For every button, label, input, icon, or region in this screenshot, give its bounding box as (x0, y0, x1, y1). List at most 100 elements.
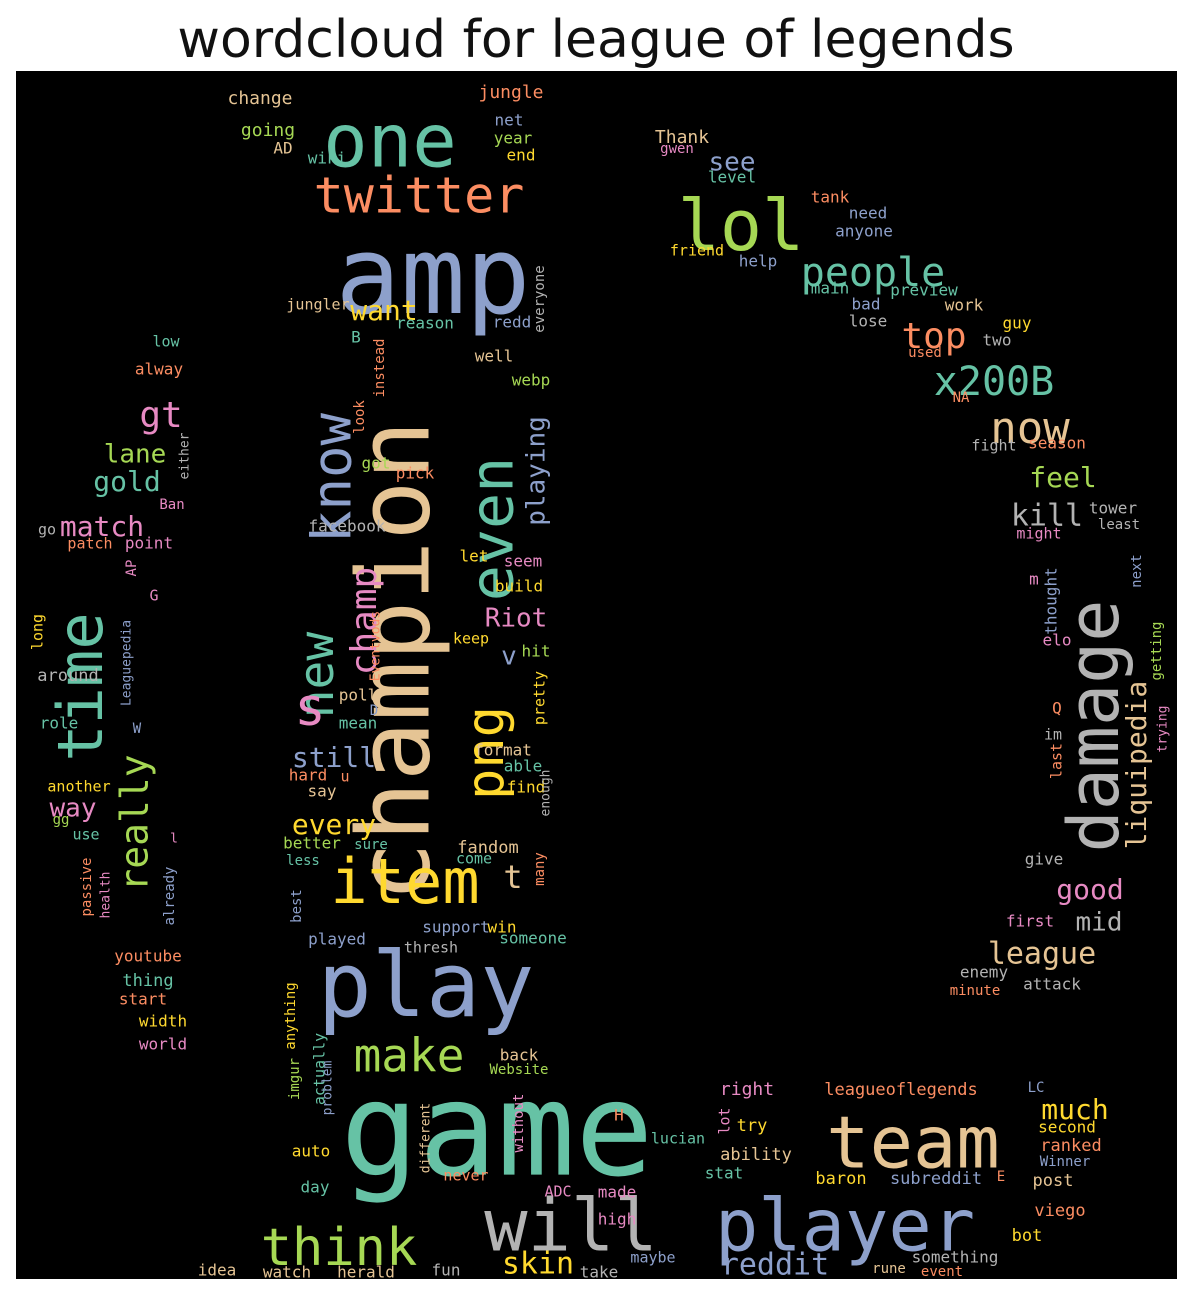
word-jungle: jungle (478, 82, 543, 103)
word-never: never (443, 1167, 488, 1185)
word-top: top (901, 316, 966, 357)
word-alway: alway (135, 360, 184, 379)
word-pick: pick (396, 464, 435, 483)
word-mean: mean (339, 714, 378, 733)
word-next: next (1129, 554, 1145, 588)
wordcloud-canvas: game amp champion play one team player will lol d… (16, 71, 1177, 1279)
word-getting: getting (1149, 621, 1165, 680)
word-herald: herald (337, 1263, 395, 1280)
word-main: main (811, 279, 850, 298)
word-match: match (60, 510, 144, 543)
word-new: new (289, 632, 345, 719)
word-help: help (739, 252, 778, 271)
word-m: m (1029, 570, 1039, 589)
word-enough: enough (539, 770, 554, 817)
word-net: net (495, 111, 524, 130)
word-much: much (1041, 1093, 1108, 1126)
word-im: im (1044, 726, 1062, 744)
word-website: Website (489, 1062, 548, 1078)
word-something: something (912, 1248, 999, 1267)
word-world: world (139, 1035, 187, 1054)
word-b: B (351, 328, 361, 347)
word-either: either (178, 432, 193, 479)
word-wiki: wiki (308, 149, 347, 168)
word-day: day (301, 1178, 330, 1197)
word-ap: AP (124, 560, 140, 577)
word-thank: Thank (655, 127, 709, 148)
word-see: see (709, 148, 756, 178)
word-mid: mid (1076, 908, 1123, 938)
word-lol: lol (678, 185, 804, 267)
word-damage: damage (1053, 600, 1135, 853)
word-imgur: imgur (287, 1058, 303, 1100)
word-know: know (301, 412, 364, 543)
word-enemy: enemy (960, 963, 1009, 982)
word-w: W (133, 721, 142, 737)
word-way: way (50, 794, 97, 824)
word-skin: skin (502, 1247, 574, 1280)
word-try: try (737, 1116, 768, 1136)
word-gt: gt (139, 395, 182, 436)
word-less: less (286, 853, 320, 869)
word-baron: baron (815, 1169, 866, 1189)
word-come: come (456, 850, 492, 868)
word-lose: lose (849, 312, 888, 331)
word-e: E (997, 1169, 1005, 1185)
word-people: people (801, 250, 946, 296)
word-seem: seem (504, 552, 543, 571)
word-support: support (422, 918, 489, 937)
word-x200b: x200B (934, 359, 1054, 405)
word-second: second (1038, 1118, 1096, 1137)
word-minute: minute (950, 983, 1001, 999)
word-t: t (503, 858, 522, 896)
word-webp: webp (512, 371, 551, 390)
word-will: will (484, 1184, 657, 1268)
word-maybe: maybe (630, 1249, 675, 1267)
word-twitter: twitter (314, 167, 525, 225)
word-look: look (352, 400, 368, 434)
word-lot: lot (716, 1107, 734, 1134)
word-played: played (308, 930, 366, 949)
word-make: make (354, 1029, 465, 1083)
word-hit: hit (522, 642, 551, 661)
word-format: format (474, 741, 532, 760)
word-anyone: anyone (835, 222, 893, 241)
word-v: v (501, 642, 517, 672)
word-long: long (29, 614, 47, 650)
word-passive: passive (79, 857, 95, 916)
word-gg: gg (53, 812, 70, 828)
word-fandom: fandom (457, 838, 518, 858)
word-feel: feel (1029, 461, 1096, 494)
word-u: u (340, 768, 349, 786)
word-guy: guy (1003, 314, 1032, 333)
word-lucian: lucian (651, 1130, 705, 1148)
word-watch: watch (263, 1263, 311, 1280)
word-playing: playing (522, 416, 552, 526)
word-win: win (488, 918, 517, 937)
word-jungler: jungler (286, 296, 349, 314)
word-riot: Riot (485, 604, 548, 634)
word-reason: reason (396, 314, 454, 333)
word-least: least (1098, 517, 1140, 533)
word-use: use (72, 826, 99, 844)
word-someone: someone (499, 929, 566, 948)
word-anything: anything (283, 982, 299, 1049)
word-need: need (849, 204, 888, 223)
word-different: different (419, 1103, 434, 1173)
word-leaguepedia: Leaguepedia (120, 620, 135, 706)
word-hard: hard (289, 766, 328, 785)
word-stat: stat (705, 1164, 744, 1183)
word-first: first (1006, 912, 1054, 931)
word-play: play (318, 933, 535, 1038)
word-ad: AD (273, 139, 292, 158)
word-kill: kill (1011, 499, 1083, 534)
word-ability: ability (720, 1145, 792, 1165)
word-keep: keep (453, 630, 489, 648)
word-high: high (598, 1210, 637, 1229)
word-good: good (1056, 873, 1123, 906)
word-low: low (152, 333, 180, 351)
word-amp: amp (335, 214, 530, 339)
word-thought: thought (1042, 567, 1061, 634)
word-season: season (1028, 434, 1086, 453)
